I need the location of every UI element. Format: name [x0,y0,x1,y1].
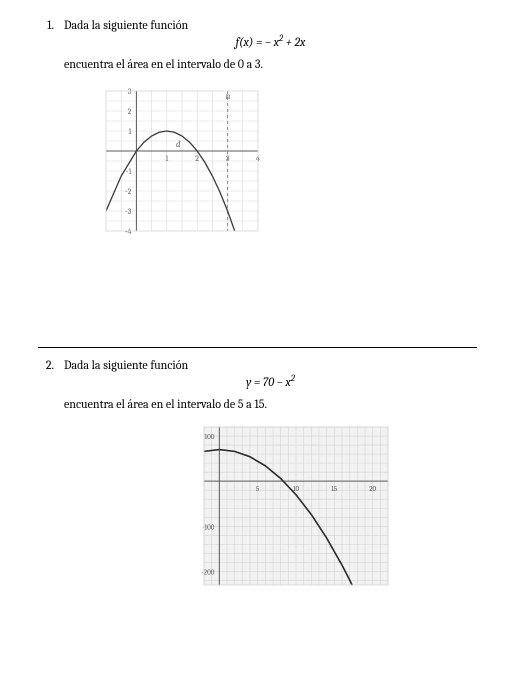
svg-text:-200: -200 [201,568,214,576]
problem-intro: Dada la siguiente función [64,18,477,32]
svg-text:20: 20 [369,485,376,493]
problem-formula: y = 70 − x2 [64,374,477,389]
chart-1-wrap: 1234-4-3-2-1123nd [64,81,477,244]
svg-text:15: 15 [331,485,338,493]
problem-1: 1. Dada la siguiente función f(x) = − x2… [38,18,477,348]
svg-text:2: 2 [195,154,199,163]
chart-2: 5101520-200-100100 [174,421,394,591]
svg-text:-1: -1 [126,167,132,176]
problem-2: 2. Dada la siguiente función y = 70 − x2… [38,358,477,638]
problem-instruction: encuentra el área en el intervalo de 0 a… [64,57,477,71]
page: 1. Dada la siguiente función f(x) = − x2… [0,0,511,700]
svg-text:3: 3 [128,87,132,96]
svg-text:1: 1 [165,154,168,163]
problem-intro: Dada la siguiente función [64,358,477,372]
svg-text:d: d [176,140,181,150]
svg-text:1: 1 [128,127,131,136]
problem-number: 2. [38,358,54,372]
svg-text:-3: -3 [125,207,132,216]
problem-formula: f(x) = − x2 + 2x [64,34,477,49]
svg-text:-4: -4 [125,227,132,236]
svg-text:100: 100 [205,433,215,441]
svg-text:-2: -2 [125,187,132,196]
svg-text:n: n [226,92,231,102]
problem-number: 1. [38,18,54,32]
svg-text:2: 2 [128,107,132,116]
chart-1: 1234-4-3-2-1123nd [64,81,264,241]
problem-instruction: encuentra el área en el intervalo de 5 a… [64,397,477,411]
chart-2-wrap: 5101520-200-100100 [174,421,477,594]
